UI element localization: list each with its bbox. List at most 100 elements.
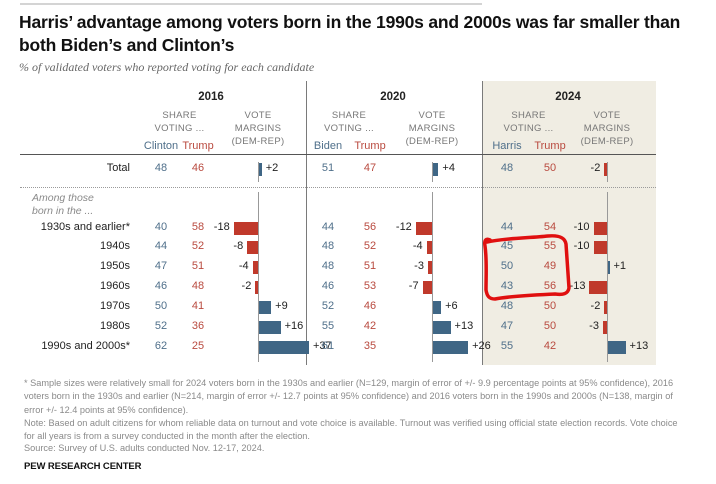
share-voting-header-2020: SHARE VOTING ...	[309, 109, 389, 135]
candidate-header-dem-2020: Biden	[313, 140, 343, 152]
rep-share-2024: 50	[543, 162, 557, 174]
rep-share-2020: 53	[363, 280, 377, 292]
margin-header-line2: MARGINS	[583, 123, 631, 134]
brand-logo-text: PEW RESEARCH CENTER	[24, 461, 142, 472]
dem-share-2016: 47	[154, 260, 168, 272]
margin-bar-2016	[259, 341, 309, 354]
vote-margins-header-2020: VOTE MARGINS (DEM-REP)	[392, 109, 472, 148]
dem-share-2024: 44	[500, 221, 514, 233]
margin-bar-2016	[233, 222, 258, 235]
row-label: 1930s and earlier*	[40, 221, 130, 233]
rep-share-2016: 41	[191, 300, 205, 312]
total-separator	[20, 187, 656, 188]
margin-header-line1: VOTE	[418, 110, 446, 121]
dem-share-2016: 44	[154, 240, 168, 252]
share-header-line1: SHARE	[331, 110, 367, 121]
among-label: Among those born in the ...	[32, 192, 94, 218]
year-header-2020: 2020	[380, 91, 406, 103]
footnote-sample: * Sample sizes were relatively small for…	[24, 378, 674, 415]
rep-share-2016: 48	[191, 280, 205, 292]
rep-share-2024: 54	[543, 221, 557, 233]
vote-margins-header-2016: VOTE MARGINS (DEM-REP)	[218, 109, 298, 148]
row-label: 1940s	[100, 240, 130, 252]
among-label-line1: Among those	[32, 192, 94, 204]
margin-bar-2024	[608, 261, 610, 274]
margin-bar-2024	[602, 321, 607, 334]
margin-label-2024: -10	[573, 221, 590, 233]
row-label: 1950s	[100, 260, 130, 272]
vote-margins-header-2024: VOTE MARGINS (DEM-REP)	[567, 109, 647, 148]
rep-share-2016: 51	[191, 260, 205, 272]
margin-label-2024: +1	[613, 260, 627, 272]
margin-label-2020: -12	[395, 221, 412, 233]
margin-label-2016: -4	[238, 260, 249, 272]
rep-share-2020: 52	[363, 240, 377, 252]
dem-share-2020: 52	[321, 300, 335, 312]
share-header-line2: VOTING ...	[154, 123, 205, 134]
margin-bar-2020	[426, 241, 432, 254]
row-label: Total	[106, 162, 130, 174]
dem-share-2016: 62	[154, 340, 168, 352]
rep-share-2020: 42	[363, 320, 377, 332]
top-rule	[20, 3, 482, 5]
margin-label-2024: -10	[573, 240, 590, 252]
rep-share-2024: 56	[543, 280, 557, 292]
margin-bar-2020	[433, 341, 469, 354]
margin-label-2024: -13	[569, 280, 586, 292]
margin-bar-2016	[259, 301, 272, 314]
dem-share-2024: 45	[500, 240, 514, 252]
margin-header-line2: MARGINS	[234, 123, 282, 134]
margin-label-2020: -7	[408, 280, 419, 292]
rep-share-2020: 46	[363, 300, 377, 312]
margin-axis-total-2016	[258, 162, 259, 182]
header-rule	[20, 154, 656, 155]
margin-bar-2024	[589, 281, 607, 294]
rep-share-2024: 50	[543, 300, 557, 312]
candidate-header-rep-2024: Trump	[534, 140, 566, 152]
year-header-2024: 2024	[555, 91, 581, 103]
margin-label-2024: -3	[589, 320, 599, 332]
margin-label-2024: -2	[590, 162, 601, 174]
margin-bar-2020	[415, 222, 432, 235]
margin-label-2016: +2	[265, 162, 279, 174]
margin-header-line3: (DEM-REP)	[231, 136, 285, 147]
divider-2016-2020	[306, 81, 307, 365]
share-header-line2: VOTING ...	[324, 123, 374, 134]
margin-label-2020: +6	[445, 300, 458, 312]
dem-share-2020: 55	[321, 320, 335, 332]
dem-share-2024: 47	[500, 320, 514, 332]
margin-axis-total-2020	[432, 162, 433, 182]
margin-label-2016: -18	[213, 221, 230, 233]
source-note: Source: Survey of U.S. adults conducted …	[24, 443, 265, 453]
rep-share-2020: 51	[363, 260, 377, 272]
margin-bar-2016	[259, 163, 262, 176]
share-voting-header-2024: SHARE VOTING ...	[489, 109, 569, 135]
margin-label-2016: +9	[275, 300, 288, 312]
rep-share-2024: 49	[543, 260, 557, 272]
rep-share-2024: 50	[543, 320, 557, 332]
rep-share-2024: 42	[543, 340, 557, 352]
dem-share-2020: 61	[321, 340, 335, 352]
among-label-line2: born in the ...	[32, 205, 94, 217]
footnote-note: Note: Based on adult citizens for whom r…	[24, 417, 678, 442]
dem-share-2024: 55	[500, 340, 514, 352]
share-header-line1: SHARE	[511, 110, 546, 121]
margin-bar-2024	[593, 222, 607, 235]
dem-share-2016: 50	[154, 300, 168, 312]
rep-share-2016: 58	[191, 221, 205, 233]
footnotes: * Sample sizes were relatively small for…	[24, 377, 684, 443]
dem-share-2016: 52	[154, 320, 168, 332]
dem-share-2024: 50	[500, 260, 514, 272]
margin-axis-cohorts-2016	[258, 192, 259, 362]
rep-share-2016: 46	[191, 162, 205, 174]
margin-axis-total-2024	[607, 162, 608, 182]
margin-axis-cohorts-2024	[607, 192, 608, 362]
rep-share-2020: 47	[363, 162, 377, 174]
margin-label-2024: -2	[590, 300, 601, 312]
share-voting-header-2016: SHARE VOTING ...	[140, 109, 220, 135]
share-header-line2: VOTING ...	[503, 123, 554, 134]
dem-share-2016: 48	[154, 162, 168, 174]
dem-share-2020: 51	[321, 162, 335, 174]
margin-bar-2024	[608, 341, 626, 354]
margin-bar-2020	[433, 321, 451, 334]
